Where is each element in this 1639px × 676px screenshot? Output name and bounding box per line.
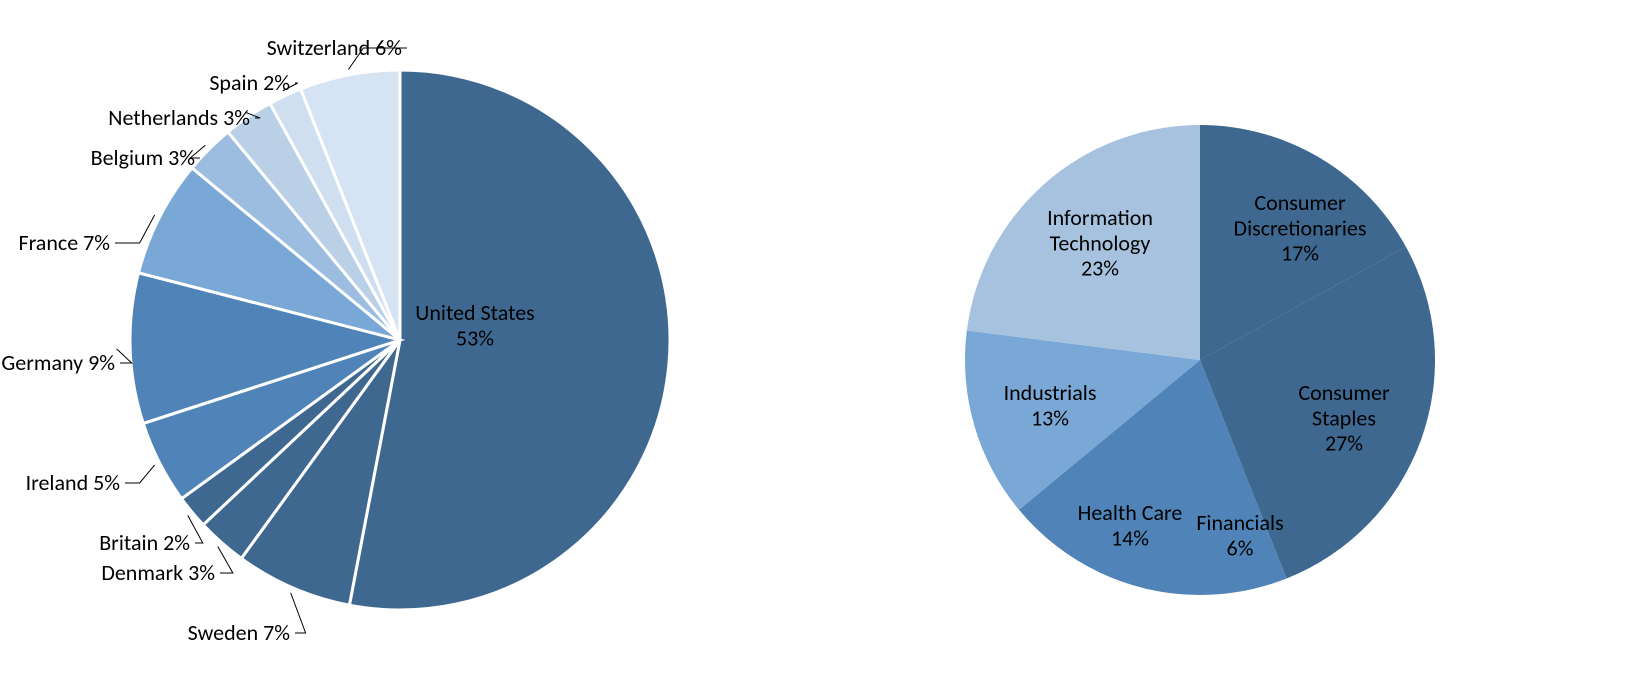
- countries-slice-label: Britain 2%: [99, 529, 190, 556]
- countries-slice-label: Spain 2%: [209, 69, 290, 96]
- countries-slice-label: Germany 9%: [1, 349, 115, 376]
- countries-slice-label: Switzerland 6%: [267, 34, 403, 61]
- countries-pie: United States53%Sweden 7%Denmark 3%Brita…: [1, 34, 670, 646]
- countries-leader: [125, 465, 155, 483]
- countries-slice-label: Belgium 3%: [91, 144, 196, 171]
- countries-slice-label: Denmark 3%: [101, 559, 215, 586]
- countries-slice-label: France 7%: [18, 229, 110, 256]
- countries-slice-label: Netherlands 3%: [108, 104, 250, 131]
- countries-slice-label: Ireland 5%: [26, 469, 121, 496]
- sectors-pie: ConsumerDiscretionaries17%ConsumerStaple…: [965, 125, 1435, 595]
- charts-canvas: United States53%Sweden 7%Denmark 3%Brita…: [0, 0, 1639, 671]
- countries-slice-label: Sweden 7%: [188, 619, 291, 646]
- countries-leader: [291, 593, 306, 633]
